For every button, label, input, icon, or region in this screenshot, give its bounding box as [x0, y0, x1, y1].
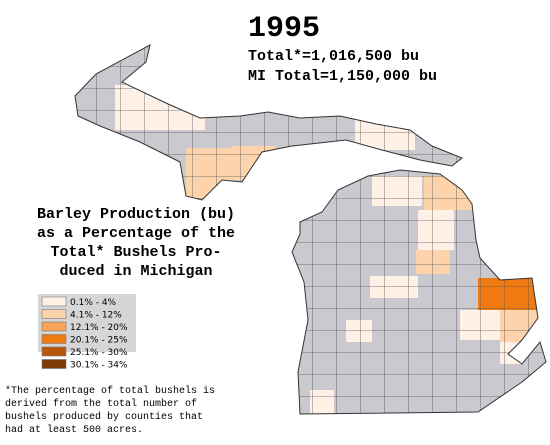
title-line: as a Percentage of the [37, 225, 235, 242]
legend-label: 30.1% - 34% [70, 361, 128, 371]
footnote-line: derived from the total number of [5, 398, 197, 410]
legend: 0.1% - 4% 4.1% - 12% 12.1% - 20% 20.1% - 25… [41, 296, 128, 371]
legend-swatch [41, 359, 67, 369]
legend-swatch [41, 334, 67, 344]
legend-label: 25.1% - 30% [70, 348, 128, 358]
footnote: *The percentage of total bushels isderiv… [5, 385, 215, 436]
legend-swatch [41, 346, 67, 357]
year: 1995 [248, 12, 320, 46]
lower-peninsula [292, 170, 546, 414]
legend-swatch [41, 321, 67, 332]
legend-label: 12.1% - 20% [70, 323, 128, 333]
footnote-line: had at least 500 acres. [5, 424, 143, 436]
title-line: Barley Production (bu) [37, 206, 235, 223]
legend-label: 4.1% - 12% [70, 311, 122, 321]
legend-label: 20.1% - 25% [70, 336, 128, 346]
title-line: Total* Bushels Pro- [50, 244, 221, 261]
up-outline [74, 44, 463, 201]
footnote-line: bushels produced by counties that [5, 411, 203, 423]
footnote-line: *The percentage of total bushels is [5, 385, 215, 397]
legend-swatch [41, 309, 67, 319]
legend-swatch [41, 296, 67, 307]
mi-total: MI Total=1,150,000 bu [248, 68, 437, 85]
lp-outline [291, 169, 547, 415]
title-line: duced in Michigan [59, 263, 212, 280]
total: Total*=1,016,500 bu [248, 48, 419, 65]
map-title: Barley Production (bu) as a Percentage of… [37, 206, 235, 280]
legend-label: 0.1% - 4% [70, 298, 117, 308]
